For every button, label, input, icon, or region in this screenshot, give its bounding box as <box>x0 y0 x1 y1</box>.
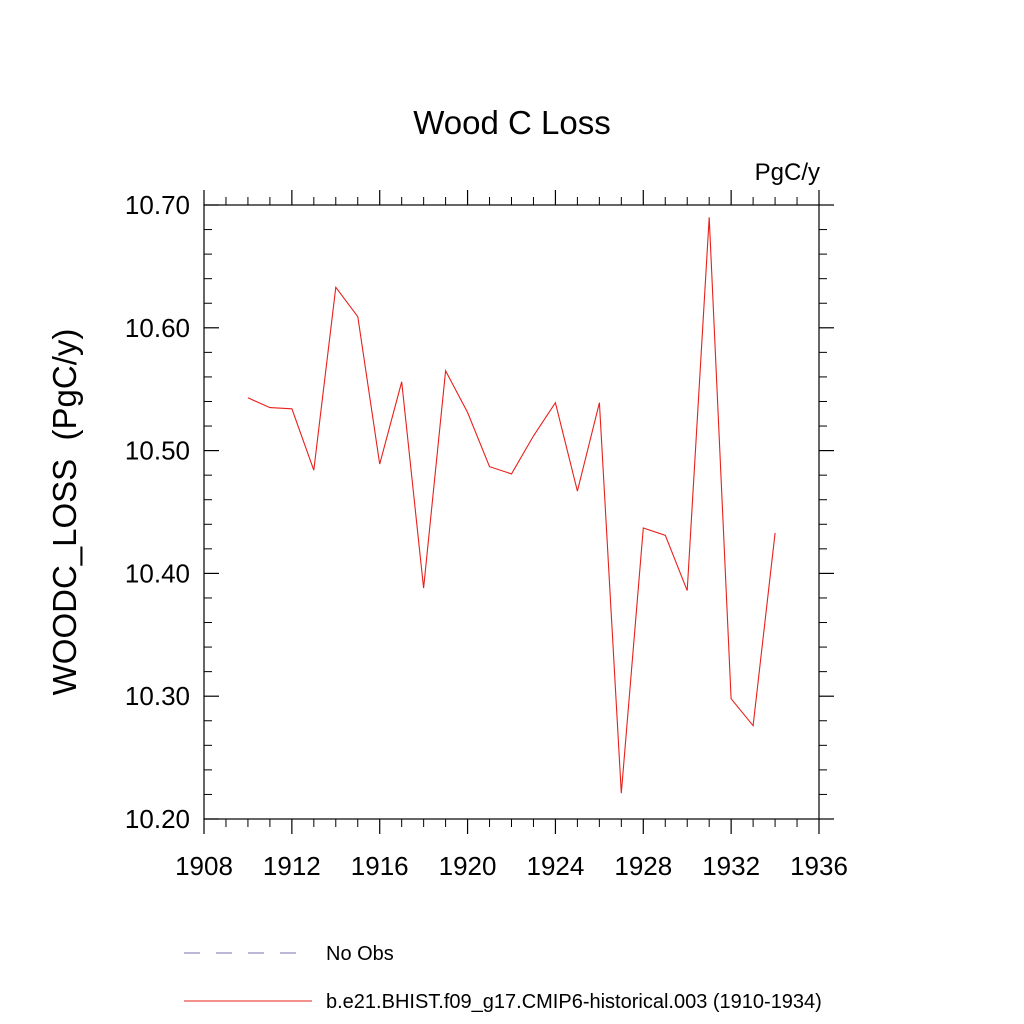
x-tick-label: 1924 <box>527 851 585 881</box>
y-tick-label: 10.60 <box>125 313 190 343</box>
legend-label-no-obs: No Obs <box>326 943 394 965</box>
x-tick-label: 1936 <box>790 851 848 881</box>
plot-frame <box>203 204 820 820</box>
series-line-0 <box>247 217 776 794</box>
y-tick-label: 10.50 <box>125 436 190 466</box>
x-tick-labels: 1908 1912 1916 1920 1924 1928 1932 1936 <box>175 851 848 881</box>
x-tick-label: 1920 <box>439 851 497 881</box>
legend-label-historical: b.e21.BHIST.f09_g17.CMIP6-historical.003… <box>326 991 822 1013</box>
y-axis-label: WOODC_LOSS (PgC/y) <box>46 329 83 696</box>
x-tick-label: 1916 <box>351 851 409 881</box>
series-layer <box>247 217 776 794</box>
x-tick-label: 1932 <box>702 851 760 881</box>
x-tick-label: 1908 <box>175 851 233 881</box>
major-ticks <box>203 190 834 834</box>
y-tick-labels: 10.20 10.30 10.40 10.50 10.60 10.70 <box>125 190 190 834</box>
y-tick-label: 10.20 <box>125 804 190 834</box>
units-label: PgC/y <box>755 159 820 186</box>
y-tick-label: 10.40 <box>125 558 190 588</box>
chart-title: Wood C Loss <box>413 104 610 141</box>
x-tick-label: 1912 <box>263 851 321 881</box>
x-tick-label: 1928 <box>614 851 672 881</box>
y-tick-label: 10.70 <box>125 190 190 220</box>
legend: No Obs b.e21.BHIST.f09_g17.CMIP6-histori… <box>184 943 822 1013</box>
y-tick-label: 10.30 <box>125 681 190 711</box>
minor-ticks <box>204 197 827 827</box>
